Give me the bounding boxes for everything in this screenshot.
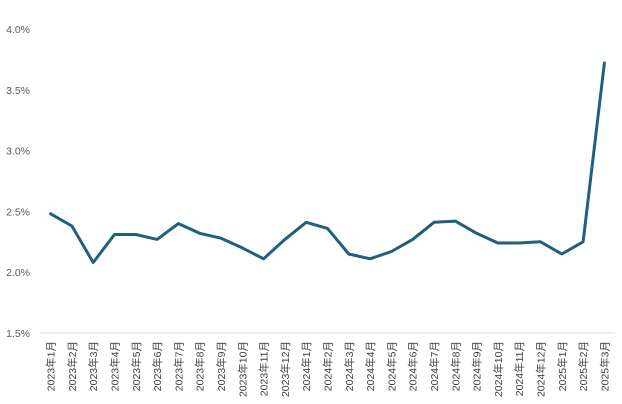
x-tick-label: 2024年5月 — [385, 341, 398, 391]
x-tick-label: 2025年1月 — [556, 341, 569, 391]
x-tick-label: 2023年12月 — [279, 341, 292, 397]
y-tick-label: 3.5% — [6, 85, 30, 97]
x-tick-label: 2024年1月 — [300, 341, 313, 391]
x-tick-label: 2025年2月 — [577, 341, 590, 391]
series-line — [49, 61, 606, 264]
y-tick-label: 3.0% — [6, 146, 30, 158]
y-tick-label: 2.5% — [6, 206, 30, 218]
x-tick-label: 2024年9月 — [471, 341, 484, 391]
x-tick-label: 2024年3月 — [343, 341, 356, 391]
x-tick-label: 2023年11月 — [258, 341, 271, 396]
x-tick-label: 2023年3月 — [87, 341, 100, 391]
x-tick-label: 2025年3月 — [598, 341, 611, 391]
x-tick-label: 2023年7月 — [172, 341, 185, 391]
x-tick-label: 2023年4月 — [109, 341, 122, 391]
x-axis: 2023年1月 2023年2月 2023年3月 2023年4月 2023年5月 2023年… — [45, 341, 612, 397]
y-axis: 1.5% 2.0% 2.5% 3.0% 3.5% 4.0% — [6, 24, 30, 340]
x-tick-label: 2024年4月 — [364, 341, 377, 391]
x-tick-label: 2024年6月 — [407, 341, 420, 391]
x-tick-label: 2024年11月 — [513, 341, 526, 396]
x-tick-label: 2023年5月 — [130, 341, 143, 391]
x-tick-label: 2024年12月 — [534, 341, 547, 397]
x-tick-label: 2023年8月 — [194, 341, 207, 391]
x-tick-label: 2024年10月 — [492, 341, 505, 397]
y-tick-label: 4.0% — [6, 24, 30, 36]
x-tick-label: 2023年9月 — [215, 341, 228, 391]
series-group — [49, 61, 606, 264]
x-tick-label: 2023年10月 — [236, 341, 249, 397]
x-tick-label: 2024年2月 — [322, 341, 335, 391]
y-tick-label: 1.5% — [6, 328, 30, 340]
x-tick-label: 2023年6月 — [151, 341, 164, 391]
x-tick-label: 2024年8月 — [449, 341, 462, 391]
y-tick-label: 2.0% — [6, 267, 30, 279]
x-tick-label: 2024年7月 — [428, 341, 441, 391]
x-tick-label: 2023年1月 — [45, 341, 58, 391]
x-tick-label: 2023年2月 — [66, 341, 79, 391]
